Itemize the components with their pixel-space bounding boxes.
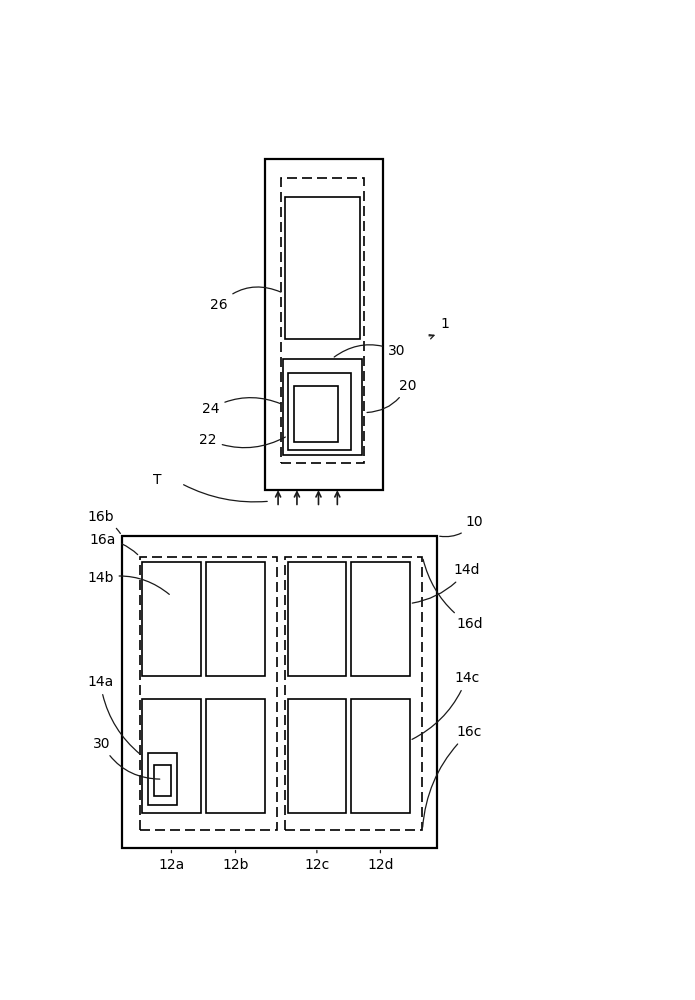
Text: 12b: 12b bbox=[222, 850, 249, 872]
Text: 16c: 16c bbox=[423, 725, 482, 827]
Bar bbox=[154, 765, 171, 796]
Bar bbox=[284, 359, 361, 455]
Bar bbox=[142, 562, 201, 676]
Text: 12a: 12a bbox=[158, 850, 185, 872]
Text: 30: 30 bbox=[93, 737, 160, 779]
Bar bbox=[206, 562, 265, 676]
Text: 14b: 14b bbox=[87, 571, 170, 594]
Text: 14d: 14d bbox=[412, 563, 480, 603]
Text: T: T bbox=[153, 473, 161, 487]
Text: 26: 26 bbox=[210, 287, 281, 312]
Bar bbox=[142, 699, 201, 813]
Text: 16a: 16a bbox=[90, 533, 138, 555]
Text: 14c: 14c bbox=[412, 671, 480, 739]
Bar bbox=[285, 557, 423, 830]
Text: 22: 22 bbox=[199, 433, 286, 448]
Text: 30: 30 bbox=[334, 344, 405, 358]
Bar bbox=[294, 386, 338, 442]
Text: 1: 1 bbox=[429, 317, 450, 339]
Bar bbox=[281, 178, 364, 463]
Bar bbox=[206, 699, 265, 813]
Bar bbox=[148, 753, 177, 805]
Bar bbox=[288, 373, 352, 450]
Bar bbox=[288, 562, 346, 676]
Text: 12d: 12d bbox=[367, 850, 393, 872]
Text: 10: 10 bbox=[440, 515, 484, 537]
Bar bbox=[288, 699, 346, 813]
Bar bbox=[140, 557, 277, 830]
Bar bbox=[122, 536, 437, 848]
Text: 20: 20 bbox=[367, 379, 416, 412]
Bar bbox=[352, 562, 409, 676]
Text: 16b: 16b bbox=[87, 510, 120, 533]
Text: 24: 24 bbox=[202, 398, 281, 416]
Text: 14a: 14a bbox=[87, 675, 140, 754]
Bar bbox=[352, 699, 409, 813]
Bar bbox=[265, 158, 383, 490]
Text: 12c: 12c bbox=[304, 850, 329, 872]
Text: 16d: 16d bbox=[423, 559, 482, 631]
Bar bbox=[285, 197, 361, 339]
